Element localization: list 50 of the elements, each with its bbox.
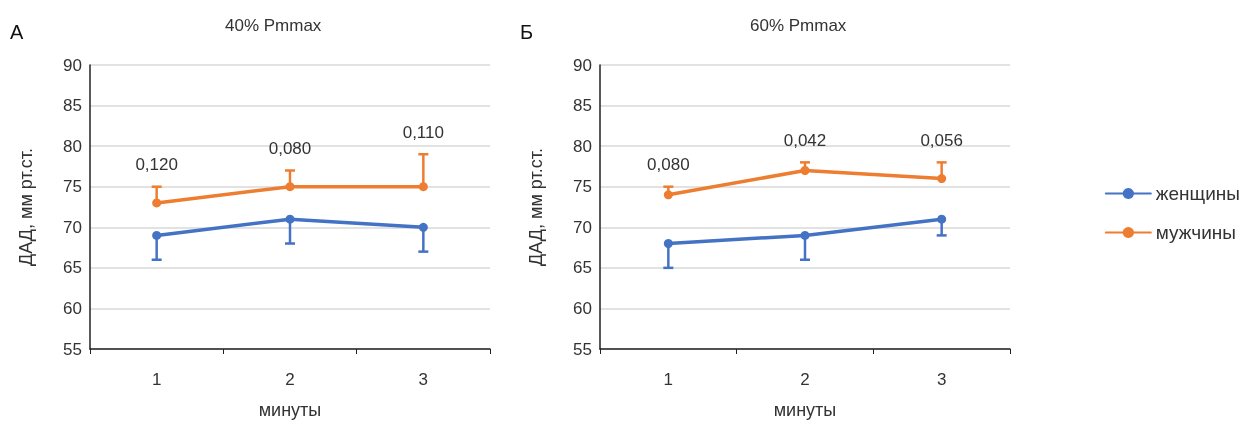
point [663, 190, 673, 200]
point [937, 214, 947, 224]
y-tick-label: 85 [63, 96, 82, 116]
y-tick-label: 75 [63, 177, 82, 197]
y-tick-label: 60 [573, 298, 592, 318]
point [285, 214, 295, 224]
y-tick-label: 70 [63, 217, 82, 237]
point [937, 174, 947, 184]
y-tick-label: 65 [63, 258, 82, 278]
y-tick-label: 80 [573, 136, 592, 156]
legend-label: мужчины [1155, 222, 1236, 243]
annotation: 0,120 [135, 155, 178, 175]
y-tick-label: 65 [573, 258, 592, 278]
point [285, 182, 295, 192]
annotation: 0,080 [268, 138, 312, 158]
point [152, 198, 162, 208]
y-tick-label: 75 [573, 177, 592, 197]
annotation: 0,080 [647, 155, 690, 175]
y-axis-title: ДАД, мм рт.ст. [16, 148, 36, 266]
chart-title: 40% Pmmax [225, 16, 322, 35]
annotation: 0,042 [783, 130, 827, 150]
point [418, 222, 428, 232]
legend-label: женщины [1155, 183, 1241, 204]
annotation: 0,110 [402, 122, 444, 142]
x-axis-title: минуты [258, 400, 322, 420]
point [800, 230, 810, 240]
x-tick-label: 1 [663, 370, 674, 389]
point [152, 230, 162, 240]
y-tick-label: 60 [63, 298, 82, 318]
y-tick-label: 80 [63, 136, 82, 156]
x-tick-label: 1 [151, 370, 162, 389]
chart-title: 60% Pmmax [750, 16, 847, 35]
x-tick-label: 2 [285, 370, 295, 389]
point [663, 239, 673, 249]
y-tick-label: 85 [573, 96, 592, 116]
annotation: 0,056 [920, 130, 963, 150]
x-axis-title: минуты [773, 400, 837, 420]
y-tick-label: 90 [573, 55, 592, 75]
x-tick-label: 3 [936, 370, 947, 389]
text: А [10, 21, 24, 43]
y-tick-label: 55 [63, 339, 82, 359]
text: Б [520, 21, 534, 43]
y-tick-label: 70 [573, 217, 592, 237]
x-tick-label: 3 [418, 370, 429, 389]
y-tick-label: 90 [63, 55, 82, 75]
point [800, 165, 810, 175]
point [418, 182, 428, 192]
y-axis-title: ДАД, мм рт.ст. [526, 148, 546, 266]
y-tick-label: 55 [573, 339, 592, 359]
x-tick-label: 2 [800, 370, 810, 389]
